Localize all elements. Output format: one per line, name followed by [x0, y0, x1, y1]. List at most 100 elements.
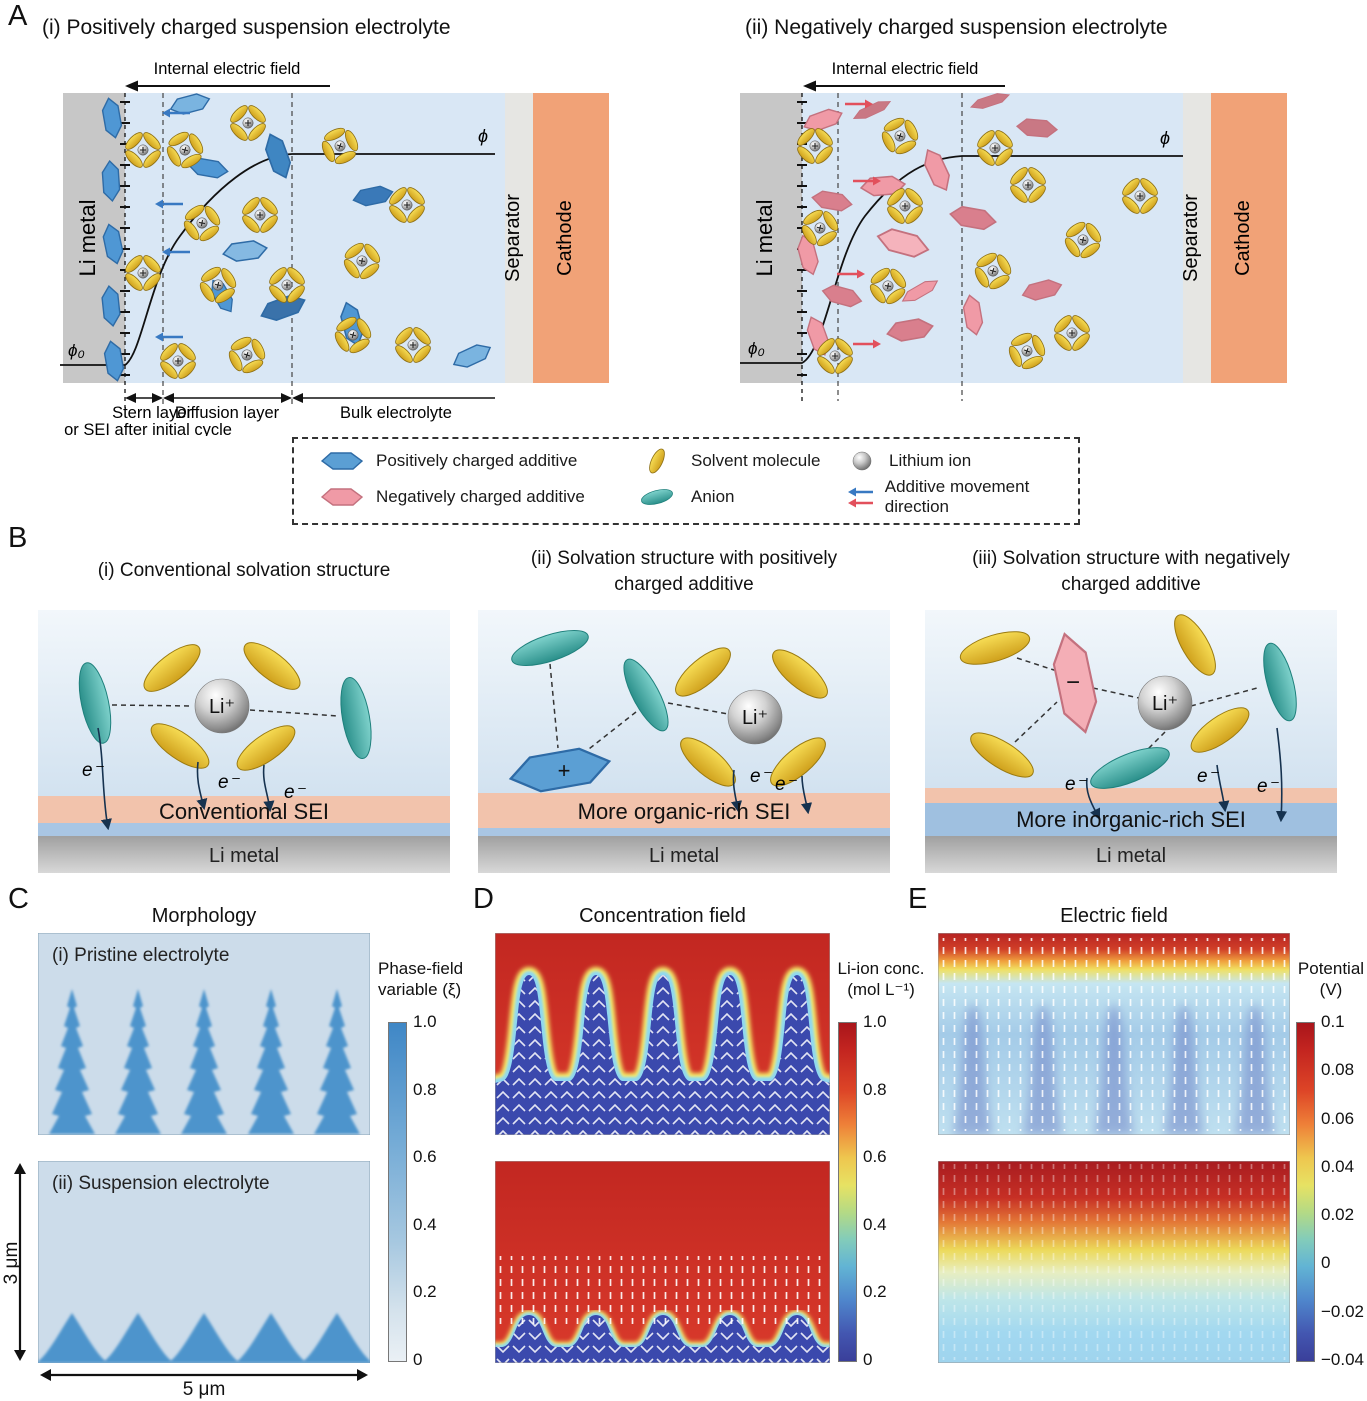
gray-sphere-icon: [852, 451, 872, 471]
lithium-ion-sphere: [727, 689, 783, 745]
tick-label: 0.4: [863, 1215, 887, 1234]
layer-measure-arrowheads: [125, 393, 303, 403]
panel-b-label: B: [8, 522, 28, 554]
inorganic-band: [925, 803, 1337, 836]
legend-item-solvent: Solvent molecule: [635, 447, 847, 475]
colorbar-title-line: variable (ξ): [378, 980, 462, 999]
yellow-ellipse-icon: [649, 448, 665, 474]
separator-region: [1183, 93, 1211, 383]
subpanel-label: (ii) Suspension electrolyte: [52, 1173, 270, 1194]
tick-label: 0: [413, 1350, 423, 1369]
li-metal-label: Li metal: [649, 845, 719, 867]
legend-item-anion: Anion: [635, 484, 847, 510]
li-metal-label: Li metal: [752, 199, 777, 276]
panel-e-label: E: [908, 883, 928, 915]
tick-label: 0.8: [413, 1080, 437, 1099]
phi-label: ϕ: [1160, 128, 1170, 148]
colorbar-title-line: Li-ion conc.: [837, 959, 925, 978]
e-colorbar-title: Potential (V): [1288, 958, 1367, 1000]
panel-b-iii-title: (iii) Solvation structure with negativel…: [925, 546, 1337, 598]
li-ion-label: Li⁺: [742, 707, 768, 729]
d-colorbar-title: Li-ion conc. (mol L⁻¹): [826, 958, 936, 1000]
electron-arrows: [97, 727, 275, 831]
tick-label: 0.8: [863, 1080, 887, 1099]
flux-arrows: [495, 975, 830, 1135]
coordination-bonds: [111, 704, 339, 717]
electron-label: e⁻: [1197, 766, 1220, 787]
title-line: (iii) Solvation structure with negativel…: [972, 548, 1290, 569]
field-arrow-icon: [125, 80, 138, 92]
tick-label: 0.04: [1321, 1157, 1355, 1176]
panel-b-iii-diagram: − Li⁺ e⁻ e⁻ e⁻ More inorganic-rich SEI L…: [925, 610, 1337, 873]
legend-label: Additive movement direction: [884, 477, 1030, 516]
plus-sign: +: [558, 758, 571, 783]
separator-region: [505, 93, 533, 383]
lithium-ion-sphere: [1137, 675, 1193, 731]
title-line: (ii) Solvation structure with positively: [530, 548, 838, 569]
panel-c-label: C: [8, 883, 29, 915]
anion-ellipses: [511, 630, 669, 732]
electrolyte-region: [125, 93, 505, 383]
d-colorbar-ticks: 1.0 0.8 0.6 0.4 0.2 0: [863, 1012, 903, 1369]
colorbar-title-line: Potential: [1297, 959, 1365, 978]
li-metal-band: [478, 836, 890, 873]
electron-label: e⁻: [1065, 774, 1088, 795]
solvent-ellipses: [675, 647, 828, 787]
cathode-label: Cathode: [1232, 200, 1254, 276]
tick-label: 1.0: [863, 1012, 887, 1031]
panel-d-i-heatmap: [495, 933, 830, 1135]
minus-sign: −: [1066, 669, 1080, 696]
sei-band: [478, 793, 890, 828]
li-metal-label: Li metal: [1096, 845, 1166, 867]
internal-field-label: Internal electric field: [154, 60, 301, 78]
electrolyte-region: [802, 93, 1183, 383]
li-ion-label: Li⁺: [1152, 693, 1178, 715]
tick-label: −0.04: [1321, 1350, 1365, 1369]
cathode-label: Cathode: [554, 200, 576, 276]
colorbar-title-line: (V): [1319, 980, 1343, 999]
legend-label: Lithium ion: [889, 451, 972, 470]
legend-item-positive-additive: Positively charged additive: [320, 449, 635, 473]
blue-hexagon-icon: [321, 452, 363, 470]
potential-curve: [60, 153, 495, 366]
solvent-ellipses: [143, 642, 301, 771]
li-ion-label: Li⁺: [209, 696, 235, 718]
field-arrow-icon: [803, 80, 816, 92]
tick-label: 0.08: [1321, 1060, 1355, 1079]
panel-a-label: A: [8, 0, 28, 32]
c-colorbar-title: Phase-field variable (ξ): [378, 958, 498, 1000]
panel-e-ii-heatmap: [938, 1161, 1290, 1363]
legend-item-movement: Additive movement direction: [847, 477, 1068, 517]
panel-c-ii-heatmap: (ii) Suspension electrolyte: [38, 1161, 370, 1363]
tick-label: 0.06: [1321, 1109, 1355, 1128]
electron-label: e⁻: [82, 760, 105, 781]
tick-label: 0.4: [413, 1215, 437, 1234]
cathode-region: [533, 93, 609, 383]
panel-b-ii-title: (ii) Solvation structure with positively…: [478, 546, 890, 598]
sei-label: More inorganic-rich SEI: [1016, 807, 1246, 832]
colorbar-title-line: (mol L⁻¹): [847, 980, 915, 999]
tick-label: 0.2: [863, 1282, 887, 1301]
inorganic-band: [38, 823, 450, 836]
surface-charges: [120, 101, 130, 376]
coordination-bonds: [549, 663, 729, 757]
field-streamlines: [940, 938, 1288, 1131]
electron-label: e⁻: [218, 772, 241, 793]
panel-c-title: Morphology: [151, 905, 257, 927]
field-streamlines: [940, 1164, 1288, 1360]
pink-hexagon-icon: [321, 488, 363, 506]
legend-label: Solvent molecule: [691, 451, 821, 470]
legend-label: Positively charged additive: [376, 451, 578, 470]
panel-a-ii-title: (ii) Negatively charged suspension elect…: [745, 16, 1168, 39]
blue-red-arrows-icon: [847, 486, 873, 508]
tick-label: −0.02: [1321, 1302, 1365, 1321]
panel-a-ii-diagram: Internal electric field Li metal Separat…: [740, 60, 1287, 401]
separator-label: Separator: [502, 194, 524, 282]
separator-label: Separator: [1180, 194, 1202, 282]
diffusion-layer-label: Diffusion layer: [175, 404, 280, 422]
panel-e-i-heatmap: [938, 933, 1290, 1135]
phi0-label: ϕ₀: [748, 339, 765, 358]
tick-label: 0.2: [413, 1282, 437, 1301]
li-metal-label: Li metal: [75, 199, 100, 276]
